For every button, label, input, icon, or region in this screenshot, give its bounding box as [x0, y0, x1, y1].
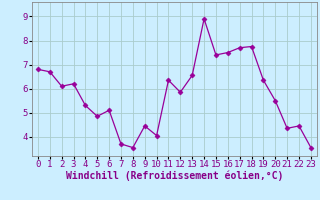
- X-axis label: Windchill (Refroidissement éolien,°C): Windchill (Refroidissement éolien,°C): [66, 171, 283, 181]
